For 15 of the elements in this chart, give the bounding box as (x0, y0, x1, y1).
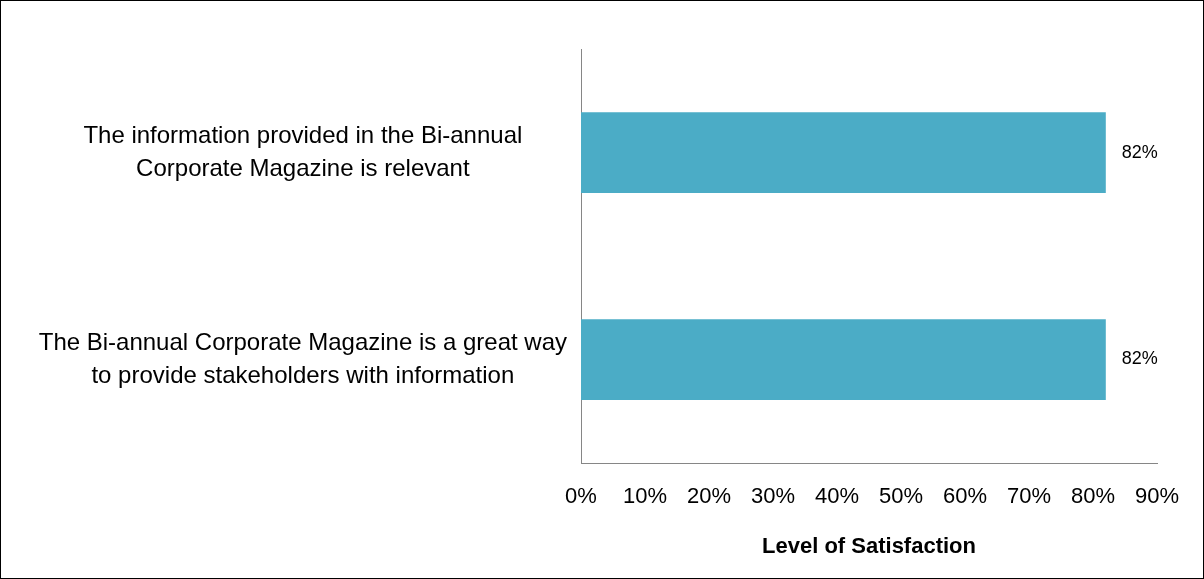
x-tick-label: 10% (622, 483, 668, 509)
x-tick-label: 30% (750, 483, 796, 509)
data-label: 82% (1121, 348, 1158, 369)
x-tick-label: 70% (1006, 483, 1052, 509)
x-tick-label: 40% (814, 483, 860, 509)
x-tick-label: 90% (1134, 483, 1180, 509)
y-tick-label: The Bi-annual Corporate Magazine is a great way to provide stakeholders with information (38, 327, 567, 388)
x-tick-label: 0% (565, 483, 597, 509)
x-axis-title: Level of Satisfaction (762, 532, 976, 558)
x-tick-label: 50% (878, 483, 924, 509)
data-label: 82% (1121, 141, 1158, 162)
y-tick-label: The information provided in the Bi-annual Corporate Magazine is relevant (83, 120, 523, 181)
x-tick-label: 20% (686, 483, 732, 509)
x-tick-label: 60% (942, 483, 988, 509)
x-tick-label: 80% (1070, 483, 1116, 509)
